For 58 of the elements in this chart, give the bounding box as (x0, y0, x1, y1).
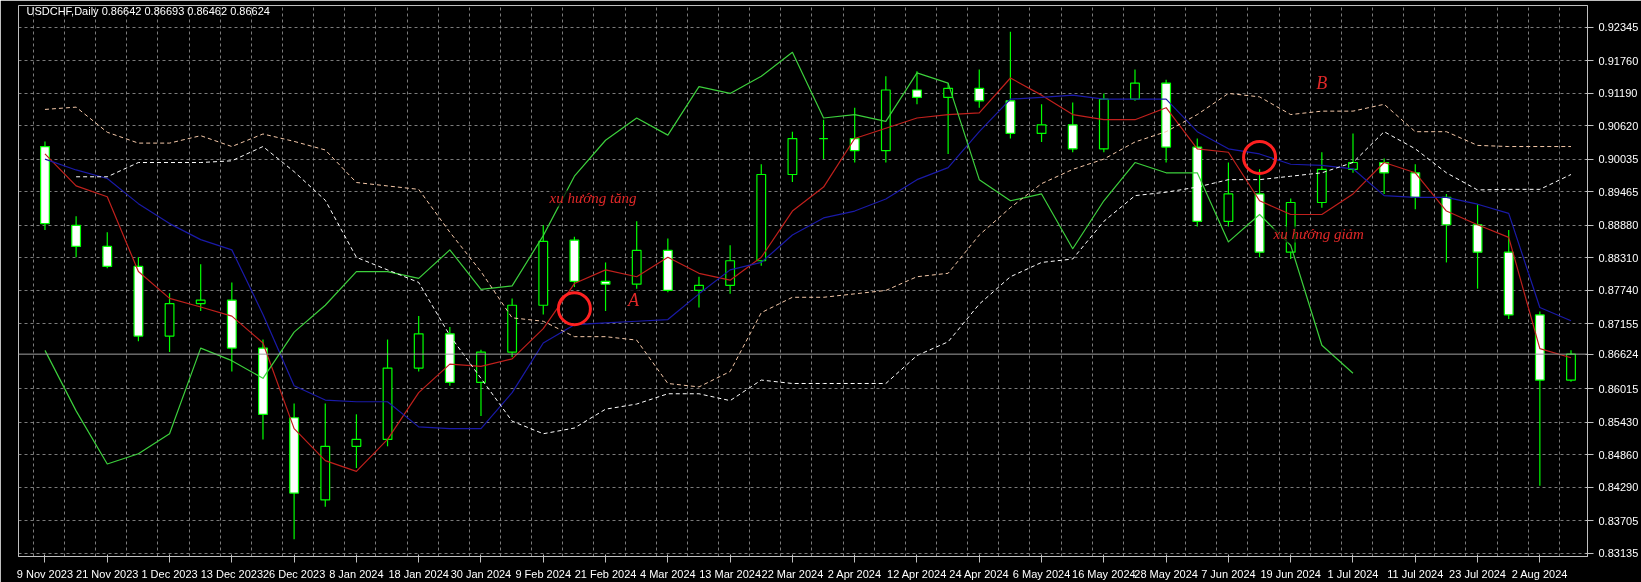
x-tick-label: 6 May 2024 (1012, 567, 1071, 580)
x-tick-label: 13 Dec 2023 (200, 567, 264, 580)
x-tick-label: 30 Jan 2024 (450, 567, 512, 580)
candlestick (1067, 101, 1078, 153)
x-tick-label: 13 Mar 2024 (699, 567, 762, 580)
candlestick (849, 107, 860, 164)
annotation: xu hướng giảm (1272, 226, 1365, 243)
y-tick-label: 0.91760 (1598, 54, 1639, 67)
x-tick-label: 4 Mar 2024 (640, 567, 696, 580)
x-tick-label: 22 Mar 2024 (761, 567, 824, 580)
y-tick-label: 0.89465 (1598, 185, 1639, 198)
annotation: B (1316, 72, 1328, 93)
x-tick-label: 16 May 2024 (1072, 567, 1136, 580)
candlestick (974, 68, 985, 109)
y-tick-label: 0.88880 (1598, 219, 1639, 232)
y-tick-label: 0.87740 (1598, 284, 1639, 297)
x-tick-label: 1 Jul 2024 (1327, 567, 1379, 580)
candlestick (71, 215, 82, 258)
x-tick-label: 7 Jun 2024 (1201, 567, 1256, 580)
x-tick-label: 11 Jul 2024 (1387, 567, 1444, 580)
candlestick (102, 231, 113, 269)
x-tick-label: 2 Aug 2024 (1511, 567, 1568, 580)
x-tick-label: 8 Jan 2024 (329, 567, 384, 580)
x-tick-label: 23 Jul 2024 (1449, 567, 1507, 580)
y-tick-label: 0.86015 (1598, 382, 1639, 395)
x-tick-label: 21 Nov 2023 (76, 567, 139, 580)
y-tick-label: 0.84860 (1598, 448, 1639, 461)
chart-title: USDCHF,Daily 0.86642 0.86693 0.86462 0.86624 (26, 4, 270, 17)
annotation: A (627, 289, 641, 310)
candlestick (1036, 103, 1047, 143)
x-tick-label: 19 Jun 2024 (1260, 567, 1321, 580)
x-tick-label: 21 Feb 2024 (574, 567, 637, 580)
x-tick-label: 2 Apr 2024 (827, 567, 882, 580)
candlestick (195, 263, 206, 312)
y-tick-label: 0.87155 (1598, 317, 1639, 330)
y-tick-label: 0.92345 (1598, 21, 1639, 34)
x-tick-label: 18 Jan 2024 (388, 567, 449, 580)
annotation: xu hướng tăng (548, 190, 638, 207)
x-tick-label: 9 Feb 2024 (515, 567, 572, 580)
candlestick (600, 261, 611, 312)
y-tick-label: 0.91190 (1598, 87, 1638, 100)
x-tick-label: 12 Apr 2024 (887, 567, 947, 580)
x-tick-label: 28 May 2024 (1134, 567, 1198, 580)
y-tick-label: 0.84290 (1598, 481, 1639, 494)
candlestick (912, 70, 922, 105)
x-tick-label: 1 Dec 2023 (141, 567, 198, 580)
y-tick-label: 0.88310 (1598, 251, 1639, 264)
y-tick-label: 0.85430 (1598, 416, 1639, 429)
y-tick-label: 0.90620 (1598, 119, 1639, 132)
y-tick-label: 0.83705 (1598, 514, 1639, 527)
y-tick-label: 0.83135 (1598, 547, 1639, 560)
x-tick-label: 24 Apr 2024 (949, 567, 1009, 580)
x-tick-label: 9 Nov 2023 (16, 567, 74, 580)
x-tick-label: 26 Dec 2023 (262, 567, 326, 580)
candlestick (694, 276, 704, 309)
candlestick (351, 413, 362, 469)
ref-line-label: 0.86624 (1598, 348, 1639, 361)
y-tick-label: 0.90035 (1598, 153, 1639, 166)
